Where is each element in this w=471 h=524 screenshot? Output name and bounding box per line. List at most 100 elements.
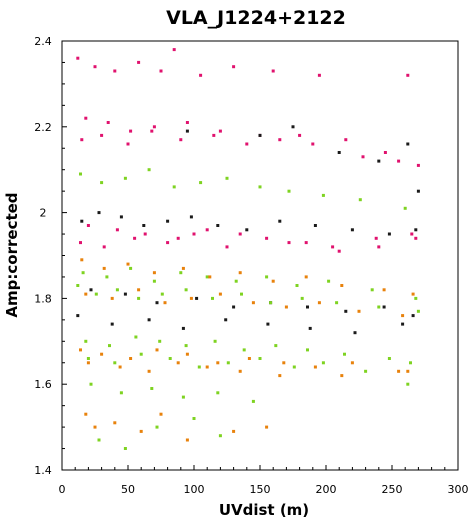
data-point [344, 138, 348, 142]
data-point [350, 361, 354, 365]
data-point [265, 425, 269, 429]
data-point [216, 391, 220, 395]
data-point [251, 301, 255, 305]
data-point [147, 168, 151, 172]
data-point [321, 361, 325, 365]
data-point [152, 125, 156, 129]
data-point [159, 69, 163, 73]
y-tick-label: 2 [40, 207, 47, 220]
data-point [344, 309, 348, 313]
data-point [313, 224, 317, 227]
data-point [113, 69, 117, 73]
data-point [287, 241, 291, 245]
data-point [295, 284, 299, 287]
data-point [142, 224, 146, 227]
data-point [224, 318, 228, 322]
data-point [97, 438, 101, 442]
data-point [139, 429, 143, 433]
data-point [409, 361, 412, 365]
data-point [387, 232, 391, 236]
data-point [93, 65, 97, 69]
data-point [218, 292, 222, 296]
data-point [97, 211, 101, 215]
data-point [126, 262, 130, 266]
data-point [129, 357, 133, 360]
data-point [401, 322, 405, 326]
data-point [337, 151, 341, 154]
data-point [258, 357, 262, 360]
data-point [181, 266, 185, 270]
x-tick-label: 300 [448, 483, 469, 496]
data-point [416, 163, 420, 167]
data-point [317, 73, 321, 77]
data-point [382, 305, 386, 309]
data-point [163, 301, 167, 305]
data-point [213, 339, 217, 343]
data-point [143, 232, 147, 236]
data-point [226, 361, 230, 365]
data-point [155, 425, 159, 429]
data-point [86, 357, 90, 360]
data-point [147, 318, 151, 322]
data-point [265, 275, 269, 279]
data-point [102, 266, 106, 270]
data-point [240, 292, 243, 296]
data-point [232, 65, 236, 69]
data-point [258, 133, 262, 137]
data-point [179, 271, 183, 275]
data-point [150, 129, 154, 133]
data-point [166, 241, 170, 245]
data-point [86, 224, 90, 227]
data-point [304, 241, 308, 245]
data-point [195, 296, 199, 300]
data-point [110, 296, 114, 300]
data-point [353, 331, 357, 335]
data-point [340, 284, 344, 287]
data-point [86, 361, 90, 365]
data-point [343, 352, 346, 356]
data-point [205, 275, 209, 279]
data-point [335, 301, 339, 305]
data-point [208, 275, 212, 279]
data-point [350, 228, 354, 232]
y-axis-label: Amp:corrected [3, 192, 21, 317]
data-point [357, 309, 361, 313]
data-point [403, 206, 407, 210]
data-point [306, 348, 309, 352]
data-point [172, 48, 176, 52]
x-tick-label: 200 [316, 483, 337, 496]
data-point [377, 305, 381, 309]
data-point [232, 305, 236, 309]
data-point [216, 224, 220, 227]
data-point [251, 399, 255, 403]
data-point [374, 236, 378, 240]
data-point [184, 288, 188, 292]
data-point [192, 417, 196, 420]
data-point [300, 296, 304, 300]
data-point [416, 189, 420, 193]
x-tick-label: 100 [184, 483, 205, 496]
data-point [406, 369, 410, 373]
y-tick-label: 2.4 [34, 35, 52, 48]
points-layer [76, 48, 420, 450]
data-point [185, 129, 189, 133]
data-point [238, 232, 242, 236]
data-point [176, 361, 180, 365]
x-axis: 0 50 100 150 200 250 300 [59, 465, 469, 496]
data-point [76, 284, 80, 287]
data-point [159, 412, 163, 416]
data-point [216, 361, 220, 365]
data-point [225, 176, 229, 180]
data-point [284, 305, 288, 309]
y-tick-label: 2.2 [34, 121, 52, 134]
data-point [306, 305, 309, 309]
data-point [80, 258, 84, 262]
data-point [406, 73, 410, 77]
data-point [160, 292, 164, 296]
data-point [137, 296, 141, 300]
data-point [102, 245, 106, 249]
data-point [133, 236, 137, 240]
data-point [377, 159, 381, 163]
data-point [181, 395, 185, 399]
data-point [115, 288, 119, 292]
